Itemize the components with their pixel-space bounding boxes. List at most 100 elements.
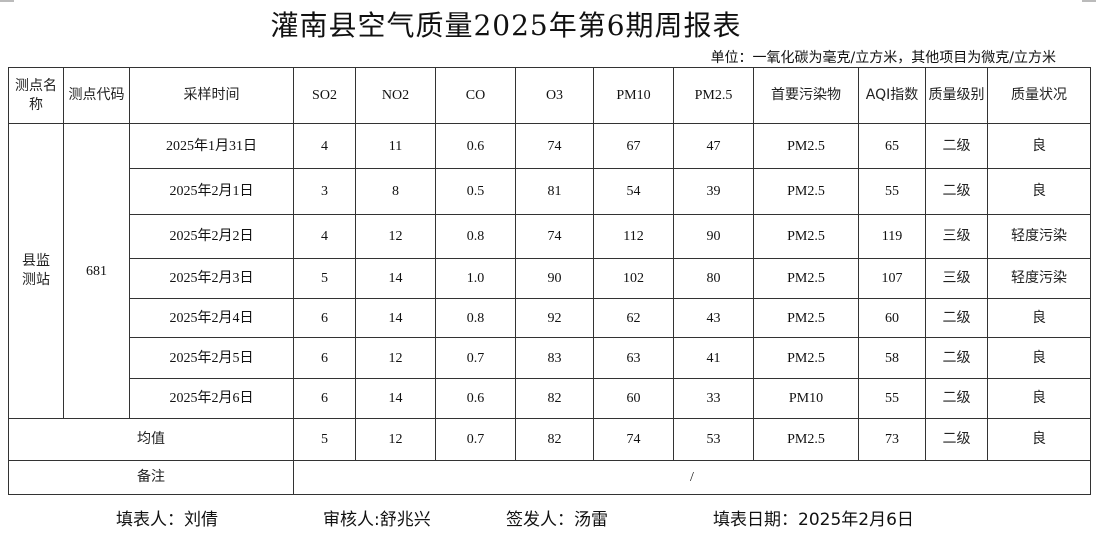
table-row: 2025年2月5日 6 12 0.7 83 63 41 PM2.5 58 二级 … xyxy=(9,337,1091,379)
pm10-cell: 62 xyxy=(593,298,674,338)
quality-level-cell: 三级 xyxy=(925,214,988,259)
so2-cell: 6 xyxy=(293,337,356,379)
primary-pollutant-cell: PM10 xyxy=(753,378,859,419)
avg-quality-status-cell: 良 xyxy=(987,418,1091,461)
no2-cell: 14 xyxy=(355,258,436,299)
quality-level-cell: 二级 xyxy=(925,298,988,338)
o3-cell: 74 xyxy=(515,214,594,259)
avg-quality-level-cell: 二级 xyxy=(925,418,988,461)
co-cell: 0.8 xyxy=(435,214,516,259)
table-row: 2025年2月1日 3 8 0.5 81 54 39 PM2.5 55 二级 良 xyxy=(9,168,1091,215)
avg-no2-cell: 12 xyxy=(355,418,436,461)
primary-pollutant-cell: PM2.5 xyxy=(753,298,859,338)
so2-cell: 4 xyxy=(293,214,356,259)
avg-pm10-cell: 74 xyxy=(593,418,674,461)
header-station-name: 测点名称 xyxy=(8,67,64,124)
header-aqi: AQI指数 xyxy=(858,67,926,124)
so2-cell: 3 xyxy=(293,168,356,215)
no2-cell: 11 xyxy=(355,123,436,169)
remarks-label: 备注 xyxy=(8,460,294,495)
pm25-cell: 39 xyxy=(673,168,754,215)
quality-status-cell: 良 xyxy=(987,123,1091,169)
header-station-code: 测点代码 xyxy=(63,67,130,124)
avg-pm25-cell: 53 xyxy=(673,418,754,461)
o3-cell: 81 xyxy=(515,168,594,215)
o3-cell: 92 xyxy=(515,298,594,338)
aqi-cell: 55 xyxy=(858,168,926,215)
header-co: CO xyxy=(435,67,516,124)
co-cell: 1.0 xyxy=(435,258,516,299)
co-cell: 0.7 xyxy=(435,337,516,379)
date-cell: 2025年2月6日 xyxy=(129,378,294,419)
signature-footer: 填表人：刘倩 审核人:舒兆兴 签发人：汤雷 填表日期：2025年2月6日 xyxy=(0,505,1100,530)
o3-cell: 83 xyxy=(515,337,594,379)
avg-so2-cell: 5 xyxy=(293,418,356,461)
quality-level-cell: 二级 xyxy=(925,337,988,379)
co-cell: 0.5 xyxy=(435,168,516,215)
no2-cell: 14 xyxy=(355,378,436,419)
so2-cell: 6 xyxy=(293,378,356,419)
pm10-cell: 112 xyxy=(593,214,674,259)
header-quality-status: 质量状况 xyxy=(987,67,1091,124)
pm10-cell: 60 xyxy=(593,378,674,419)
avg-aqi-cell: 73 xyxy=(858,418,926,461)
header-so2: SO2 xyxy=(293,67,356,124)
header-primary-pollutant: 首要污染物 xyxy=(753,67,859,124)
header-quality-level: 质量级别 xyxy=(925,67,988,124)
no2-cell: 12 xyxy=(355,214,436,259)
station-code-cell: 681 xyxy=(63,123,130,419)
pm10-cell: 54 xyxy=(593,168,674,215)
fill-date: 填表日期：2025年2月6日 xyxy=(713,510,914,530)
station-name-cell: 县监测站 xyxy=(8,123,64,419)
header-o3: O3 xyxy=(515,67,594,124)
quality-level-cell: 二级 xyxy=(925,378,988,419)
no2-cell: 8 xyxy=(355,168,436,215)
quality-level-cell: 二级 xyxy=(925,123,988,169)
table-header-row: 测点名称 测点代码 采样时间 SO2 NO2 CO O3 PM10 PM2.5 … xyxy=(8,67,1091,124)
pm25-cell: 47 xyxy=(673,123,754,169)
remarks-value: / xyxy=(293,460,1091,495)
quality-status-cell: 良 xyxy=(987,298,1091,338)
date-cell: 2025年2月4日 xyxy=(129,298,294,338)
pm10-cell: 67 xyxy=(593,123,674,169)
date-cell: 2025年1月31日 xyxy=(129,123,294,169)
o3-cell: 90 xyxy=(515,258,594,299)
co-cell: 0.6 xyxy=(435,378,516,419)
average-label: 均值 xyxy=(8,418,294,461)
pm25-cell: 33 xyxy=(673,378,754,419)
so2-cell: 6 xyxy=(293,298,356,338)
o3-cell: 74 xyxy=(515,123,594,169)
quality-status-cell: 良 xyxy=(987,168,1091,215)
pm25-cell: 41 xyxy=(673,337,754,379)
header-sample-time: 采样时间 xyxy=(129,67,294,124)
aqi-cell: 65 xyxy=(858,123,926,169)
primary-pollutant-cell: PM2.5 xyxy=(753,214,859,259)
date-cell: 2025年2月5日 xyxy=(129,337,294,379)
avg-primary-pollutant-cell: PM2.5 xyxy=(753,418,859,461)
quality-level-cell: 三级 xyxy=(925,258,988,299)
co-cell: 0.8 xyxy=(435,298,516,338)
pm10-cell: 102 xyxy=(593,258,674,299)
table-row: 2025年2月3日 5 14 1.0 90 102 80 PM2.5 107 三… xyxy=(9,258,1091,299)
quality-status-cell: 良 xyxy=(987,378,1091,419)
aqi-cell: 107 xyxy=(858,258,926,299)
reviewer-signature: 审核人:舒兆兴 xyxy=(323,510,431,530)
date-cell: 2025年2月2日 xyxy=(129,214,294,259)
pm25-cell: 90 xyxy=(673,214,754,259)
co-cell: 0.6 xyxy=(435,123,516,169)
avg-o3-cell: 82 xyxy=(515,418,594,461)
aqi-cell: 60 xyxy=(858,298,926,338)
filler-signature: 填表人：刘倩 xyxy=(116,510,218,530)
page-corner-mark xyxy=(0,0,14,2)
avg-co-cell: 0.7 xyxy=(435,418,516,461)
pm25-cell: 43 xyxy=(673,298,754,338)
unit-note: 单位：一氧化碳为毫克/立方米，其他项目为微克/立方米 xyxy=(710,50,1056,66)
quality-status-cell: 轻度污染 xyxy=(987,258,1091,299)
date-cell: 2025年2月3日 xyxy=(129,258,294,299)
table-row: 2025年2月6日 6 14 0.6 82 60 33 PM10 55 二级 良 xyxy=(9,378,1091,419)
table-row: 2025年2月4日 6 14 0.8 92 62 43 PM2.5 60 二级 … xyxy=(9,298,1091,338)
aqi-cell: 119 xyxy=(858,214,926,259)
primary-pollutant-cell: PM2.5 xyxy=(753,168,859,215)
average-row: 均值 5 12 0.7 82 74 53 PM2.5 73 二级 良 xyxy=(8,418,1091,461)
pm25-cell: 80 xyxy=(673,258,754,299)
